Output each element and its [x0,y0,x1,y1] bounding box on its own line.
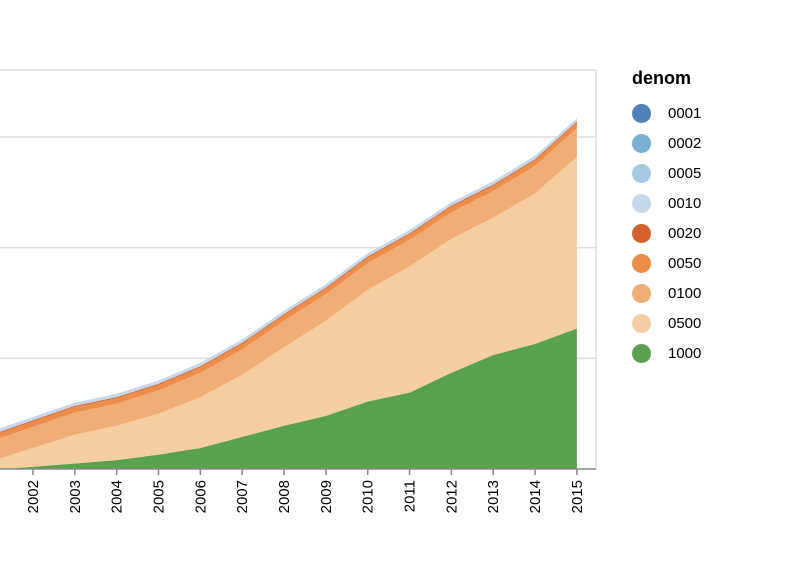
legend-item-0100: 0100 [632,278,701,308]
legend-label: 0020 [668,224,702,242]
x-tick-label: 2005 [151,480,168,513]
x-tick-label: 2015 [569,480,586,513]
x-tick-label: 2012 [443,480,460,513]
x-tick-label: 2011 [402,480,419,512]
legend-swatch [632,343,651,363]
legend-swatch [632,193,651,213]
x-tick-label: 2010 [360,480,377,513]
x-tick-label: 2008 [276,480,293,513]
legend-item-0005: 0005 [632,158,701,188]
legend-swatch [632,103,651,123]
area-series [0,118,577,470]
legend-item-1000: 1000 [632,338,701,368]
legend-swatch [632,163,651,183]
legend-label: 0050 [668,254,702,272]
x-tick-label: 2003 [67,480,84,513]
x-tick-label: 2004 [109,480,126,513]
area-0100 [0,128,577,459]
legend-label: 0001 [668,104,702,122]
legend-title: denom [632,68,692,88]
legend-swatch [632,283,651,303]
legend-swatch [632,223,651,243]
legend-item-0020: 0020 [632,218,701,248]
legend-item-0500: 0500 [632,308,701,338]
legend-swatch [632,313,651,333]
legend-label: 0005 [668,164,702,182]
legend-label: 0100 [668,284,702,302]
legend-label: 0500 [668,314,702,332]
area-1000 [0,328,577,470]
legend: denom 0001 0002 0005 0010 0020 0050 0100 0500 10… [632,68,701,368]
legend-item-0001: 0001 [632,98,701,128]
legend-swatch [632,133,651,153]
x-tick-label: 2009 [318,480,335,513]
legend-label: 0002 [668,134,702,152]
legend-label: 0010 [668,194,702,212]
x-tick-label: 2014 [527,480,544,513]
x-tick-label: 2006 [192,480,209,513]
x-tick-label: 2002 [25,480,42,513]
area-0500 [0,156,577,470]
legend-item-0050: 0050 [632,248,701,278]
legend-label: 1000 [668,344,702,362]
legend-items: 0001 0002 0005 0010 0020 0050 0100 0500 1000 [632,98,701,368]
x-axis: 2002 2003 2004 2005 2006 2007 2008 2009 2010 2011… [0,468,596,513]
legend-item-0002: 0002 [632,128,701,158]
x-tick-label: 2007 [234,480,251,513]
legend-item-0010: 0010 [632,188,701,218]
legend-swatch [632,253,651,273]
x-tick-label: 2013 [485,480,502,513]
